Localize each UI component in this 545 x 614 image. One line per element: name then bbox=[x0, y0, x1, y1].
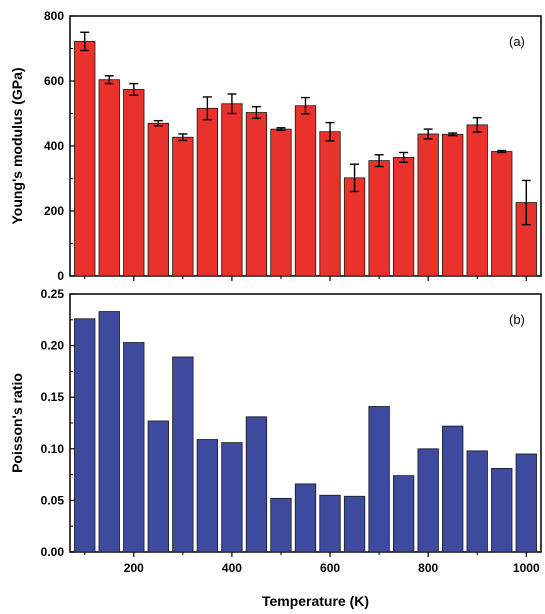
panel-b-label: (b) bbox=[509, 312, 525, 327]
bar-b-700 bbox=[368, 406, 390, 553]
bar-a-300 bbox=[172, 136, 194, 277]
y-tick-label-b: 0.00 bbox=[41, 545, 65, 559]
bar-a-800 bbox=[417, 133, 439, 277]
y-tick-label-b: 0.15 bbox=[41, 390, 65, 404]
y-tick-label-a: 200 bbox=[44, 204, 64, 218]
bar-b-150 bbox=[98, 311, 120, 553]
panel-b-ticks: 0.00 0.05 0.10 0.15 0.20 0.25 200 400 600 800 1000 bbox=[41, 287, 540, 575]
y-tick-label-a: 0 bbox=[57, 269, 64, 283]
y-tick-label-a: 400 bbox=[44, 139, 64, 153]
bar-a-650 bbox=[343, 177, 366, 277]
bar-a-600 bbox=[319, 131, 341, 277]
bar-a-200 bbox=[123, 89, 145, 277]
bar-b-450 bbox=[245, 416, 268, 553]
y-tick-label-a: 800 bbox=[44, 9, 64, 23]
bar-a-750 bbox=[392, 156, 415, 277]
bar-b-1000 bbox=[515, 453, 537, 553]
panel-a-bars bbox=[74, 31, 537, 277]
y-tick-label-b: 0.25 bbox=[41, 287, 65, 301]
panel-b-poissons-ratio: 0.00 0.05 0.10 0.15 0.20 0.25 200 400 600 800 1000… bbox=[9, 287, 542, 609]
bar-b-200 bbox=[123, 342, 145, 553]
bar-a-350 bbox=[196, 107, 219, 277]
panel-a-youngs-modulus: 0 200 400 600 800 (a) Young's modulus (GPa) bbox=[9, 9, 542, 283]
x-tick-label: 800 bbox=[418, 561, 438, 575]
y-tick-label-a: 600 bbox=[44, 74, 64, 88]
bar-a-850 bbox=[442, 133, 464, 277]
x-axis-label: Temperature (K) bbox=[262, 593, 369, 609]
bar-b-600 bbox=[319, 494, 341, 553]
y-tick-label-b: 0.05 bbox=[41, 493, 65, 507]
y-tick-label-b: 0.10 bbox=[41, 442, 65, 456]
bar-b-950 bbox=[491, 468, 513, 553]
bar-a-400 bbox=[221, 103, 243, 277]
bar-a-150 bbox=[98, 79, 120, 277]
x-tick-label: 600 bbox=[320, 561, 340, 575]
panel-a-ticks: 0 200 400 600 800 bbox=[44, 9, 527, 283]
bar-a-450 bbox=[245, 112, 268, 277]
bar-b-800 bbox=[417, 448, 439, 553]
bar-a-100 bbox=[74, 40, 96, 277]
bar-b-350 bbox=[196, 439, 219, 553]
bar-a-550 bbox=[294, 105, 317, 277]
bar-b-300 bbox=[172, 356, 194, 553]
bar-b-250 bbox=[147, 420, 169, 553]
x-tick-label: 400 bbox=[222, 561, 242, 575]
bar-b-550 bbox=[294, 483, 317, 553]
bar-a-900 bbox=[466, 124, 488, 277]
bar-b-850 bbox=[442, 425, 464, 553]
panel-b-y-axis-label: Poisson's ratio bbox=[9, 373, 25, 473]
x-tick-label: 200 bbox=[124, 561, 144, 575]
bar-b-750 bbox=[392, 475, 415, 553]
bar-b-900 bbox=[466, 450, 488, 553]
y-tick-label-b: 0.20 bbox=[41, 339, 65, 353]
bar-b-100 bbox=[74, 318, 96, 553]
x-tick-label: 1000 bbox=[513, 561, 540, 575]
panel-a-label: (a) bbox=[509, 34, 525, 49]
panel-a-y-axis-label: Young's modulus (GPa) bbox=[9, 67, 25, 224]
bar-a-250 bbox=[147, 122, 169, 277]
bar-a-500 bbox=[270, 128, 292, 277]
bar-b-400 bbox=[221, 442, 243, 553]
bar-a-950 bbox=[491, 151, 513, 277]
bar-a-700 bbox=[368, 160, 390, 277]
bar-b-500 bbox=[270, 497, 292, 553]
panel-b-bars bbox=[74, 311, 537, 553]
bar-b-650 bbox=[343, 495, 366, 553]
